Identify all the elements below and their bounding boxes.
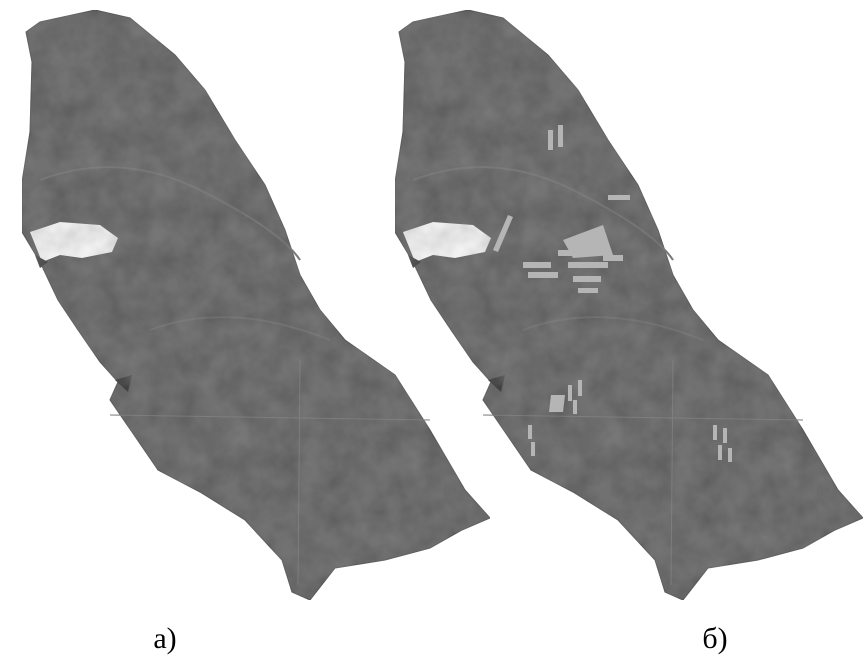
figure: а) б) (0, 0, 864, 670)
caption-b: б) (702, 622, 727, 655)
caption-a: а) (153, 622, 176, 655)
page: а) б) (() => { const data = JSON.parse(d… (0, 0, 864, 670)
